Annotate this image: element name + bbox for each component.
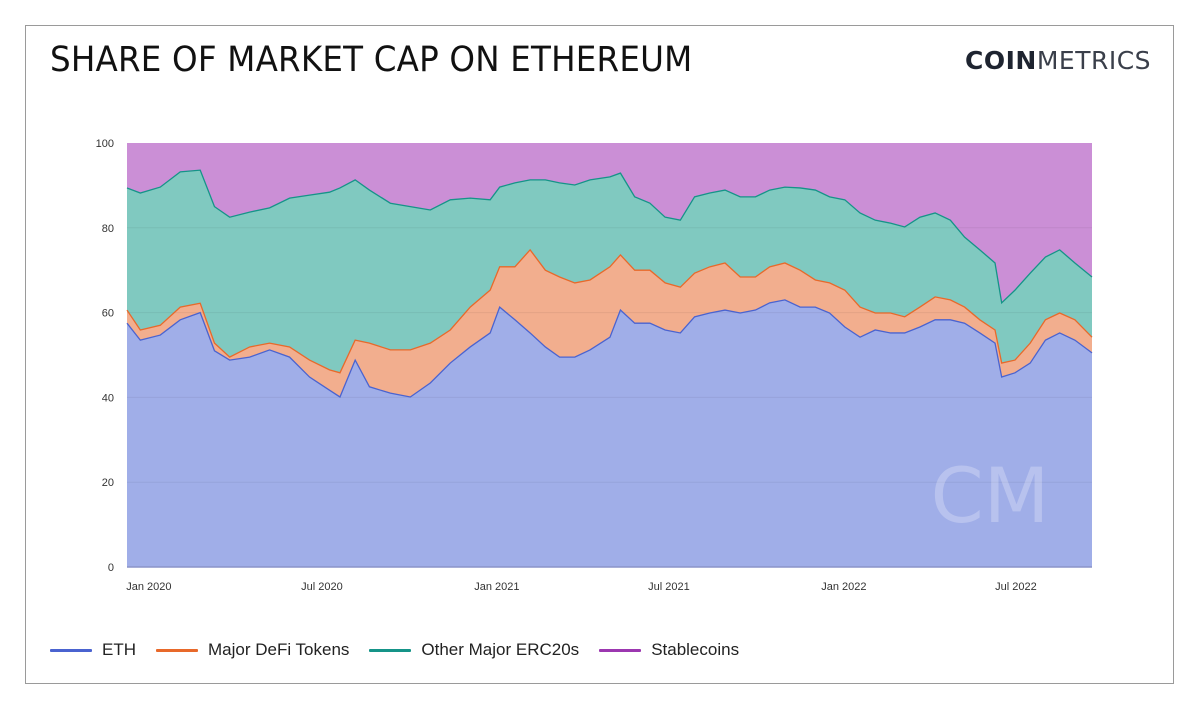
legend-label: Stablecoins <box>651 640 740 659</box>
x-tick-label: Jan 2021 <box>474 581 519 593</box>
x-tick-label: Jul 2021 <box>648 581 690 593</box>
y-tick-label: 40 <box>102 392 114 404</box>
x-tick-label: Jul 2022 <box>995 581 1037 593</box>
y-tick-label: 0 <box>108 562 114 574</box>
y-tick-label: 60 <box>102 308 114 320</box>
legend-label: ETH <box>102 640 136 659</box>
legend-item[interactable]: Other Major ERC20s <box>369 640 579 660</box>
coinmetrics-logo: COINMETRICS <box>965 46 1151 75</box>
legend-swatch <box>599 648 642 652</box>
x-tick-label: Jan 2022 <box>821 581 866 593</box>
legend-swatch <box>50 648 92 652</box>
legend-label: Other Major ERC20s <box>421 640 580 659</box>
x-tick-label: Jul 2020 <box>301 581 343 593</box>
area-eth <box>127 299 1092 567</box>
line-other-major-erc20s <box>126 169 1093 305</box>
area-major-defi-tokens <box>127 249 1092 397</box>
watermark: CM <box>931 451 1050 540</box>
y-tick-label: 20 <box>102 477 114 489</box>
y-tick-label: 100 <box>96 138 114 150</box>
line-eth <box>126 299 1093 398</box>
legend-item[interactable]: ETH <box>50 640 136 660</box>
line-major-defi-tokens <box>126 248 1093 374</box>
legend: ETH Major DeFi Tokens Other Major ERC20s St… <box>50 640 759 660</box>
legend-swatch <box>156 648 198 652</box>
legend-item[interactable]: Major DeFi Tokens <box>156 640 349 660</box>
y-tick-label: 80 <box>102 223 114 235</box>
legend-item[interactable]: Stablecoins <box>599 640 739 660</box>
chart-frame <box>25 25 1174 684</box>
area-other-major-erc20s <box>127 170 1092 373</box>
x-tick-label: Jan 2020 <box>126 581 171 593</box>
page-title: SHARE OF MARKET CAP ON ETHEREUM <box>50 40 693 80</box>
legend-label: Major DeFi Tokens <box>208 640 350 659</box>
area-stablecoins <box>127 143 1092 303</box>
logo-bold: COIN <box>965 46 1037 75</box>
legend-swatch <box>369 648 412 652</box>
logo-light: METRICS <box>1036 46 1152 75</box>
